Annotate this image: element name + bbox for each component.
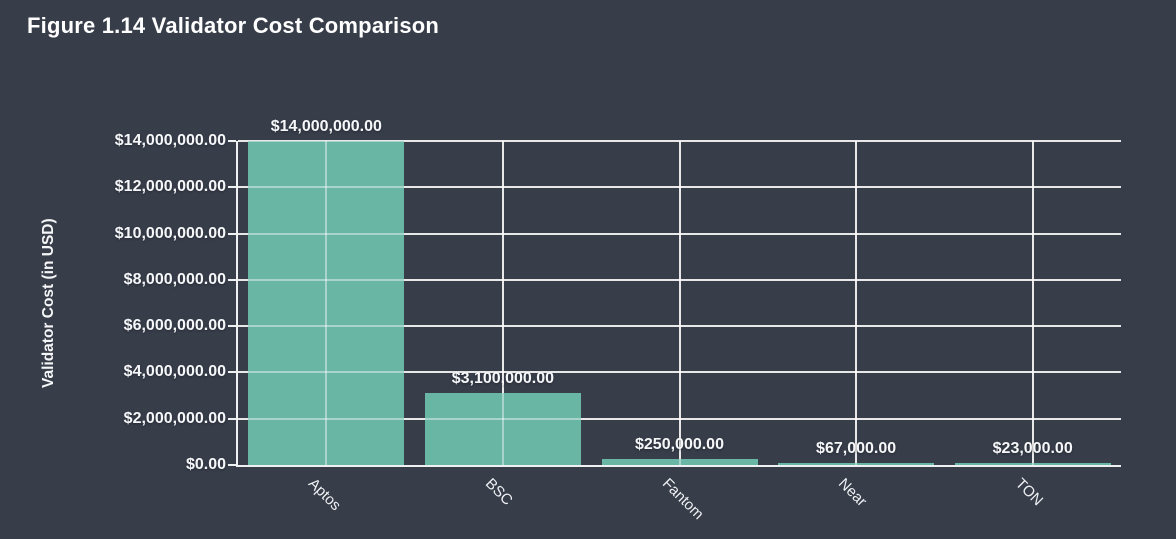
gridline-v-overlay [678, 141, 681, 465]
y-axis-tick-label: $14,000,000.00 [114, 132, 226, 149]
gridline-v [1031, 141, 1034, 465]
bar-value-label: $67,000.00 [816, 440, 897, 458]
gridline-v-overlay [501, 141, 504, 465]
bar-near [778, 463, 935, 465]
y-axis-tick-label: $12,000,000.00 [114, 178, 226, 196]
y-axis-tick [228, 417, 236, 420]
gridline-v [501, 141, 504, 465]
bar-value-label: $250,000.00 [635, 436, 724, 454]
gridline-h-overlay [238, 140, 1121, 142]
chart-title: Figure 1.14 Validator Cost Comparison [27, 13, 440, 38]
x-axis-label-ton: TON [1011, 475, 1046, 510]
y-axis-tick [228, 371, 236, 374]
y-axis-tick [228, 325, 236, 328]
y-axis-line [236, 141, 238, 467]
y-axis-tick [228, 464, 236, 466]
gridline-v-overlay [855, 141, 858, 465]
bar-aptos [248, 141, 405, 465]
plot-area: $0.00 $2,000,000.00 $4,000,000.00 $6,000,00… [115, 118, 1121, 523]
gridline-h-overlay [238, 325, 1121, 328]
y-axis-tick [228, 186, 236, 189]
y-axis-tick-label: $0.00 [185, 456, 226, 473]
x-axis-label-fantom: Fantom [658, 475, 707, 523]
gridline-h-overlay [238, 417, 1121, 420]
gridline-h-overlay [238, 278, 1121, 281]
gridline-v [678, 141, 681, 465]
bar-value-label: $14,000,000.00 [270, 118, 382, 135]
y-axis-tick-label: $10,000,000.00 [114, 224, 226, 242]
gridline-v [855, 141, 858, 465]
bar-bsc [424, 393, 581, 465]
x-axis-line [236, 465, 1121, 467]
y-axis-tick-label: $4,000,000.00 [123, 363, 226, 381]
y-axis-tick [228, 140, 236, 142]
gridline-v-overlay [1031, 141, 1034, 465]
bar-value-label: $23,000.00 [992, 440, 1073, 458]
bar-value-label: $3,100,000.00 [451, 370, 555, 388]
y-axis-tick [228, 278, 236, 281]
x-axis-label-bsc: BSC [481, 475, 516, 509]
gridline-h-overlay [238, 232, 1121, 235]
gridline-h-overlay [238, 371, 1121, 374]
y-axis-tick-label: $6,000,000.00 [123, 317, 226, 335]
bar-fantom [601, 459, 758, 465]
y-axis-tick [228, 232, 236, 235]
x-axis-label-near: Near [835, 475, 871, 511]
x-axis-label-aptos: Aptos [305, 475, 345, 515]
bar-ton [954, 463, 1111, 465]
y-axis-tick-label: $8,000,000.00 [123, 270, 226, 288]
gridline-h-overlay [238, 186, 1121, 189]
y-axis-tick-label: $2,000,000.00 [123, 409, 226, 427]
gridline-v-overlay [325, 141, 328, 465]
